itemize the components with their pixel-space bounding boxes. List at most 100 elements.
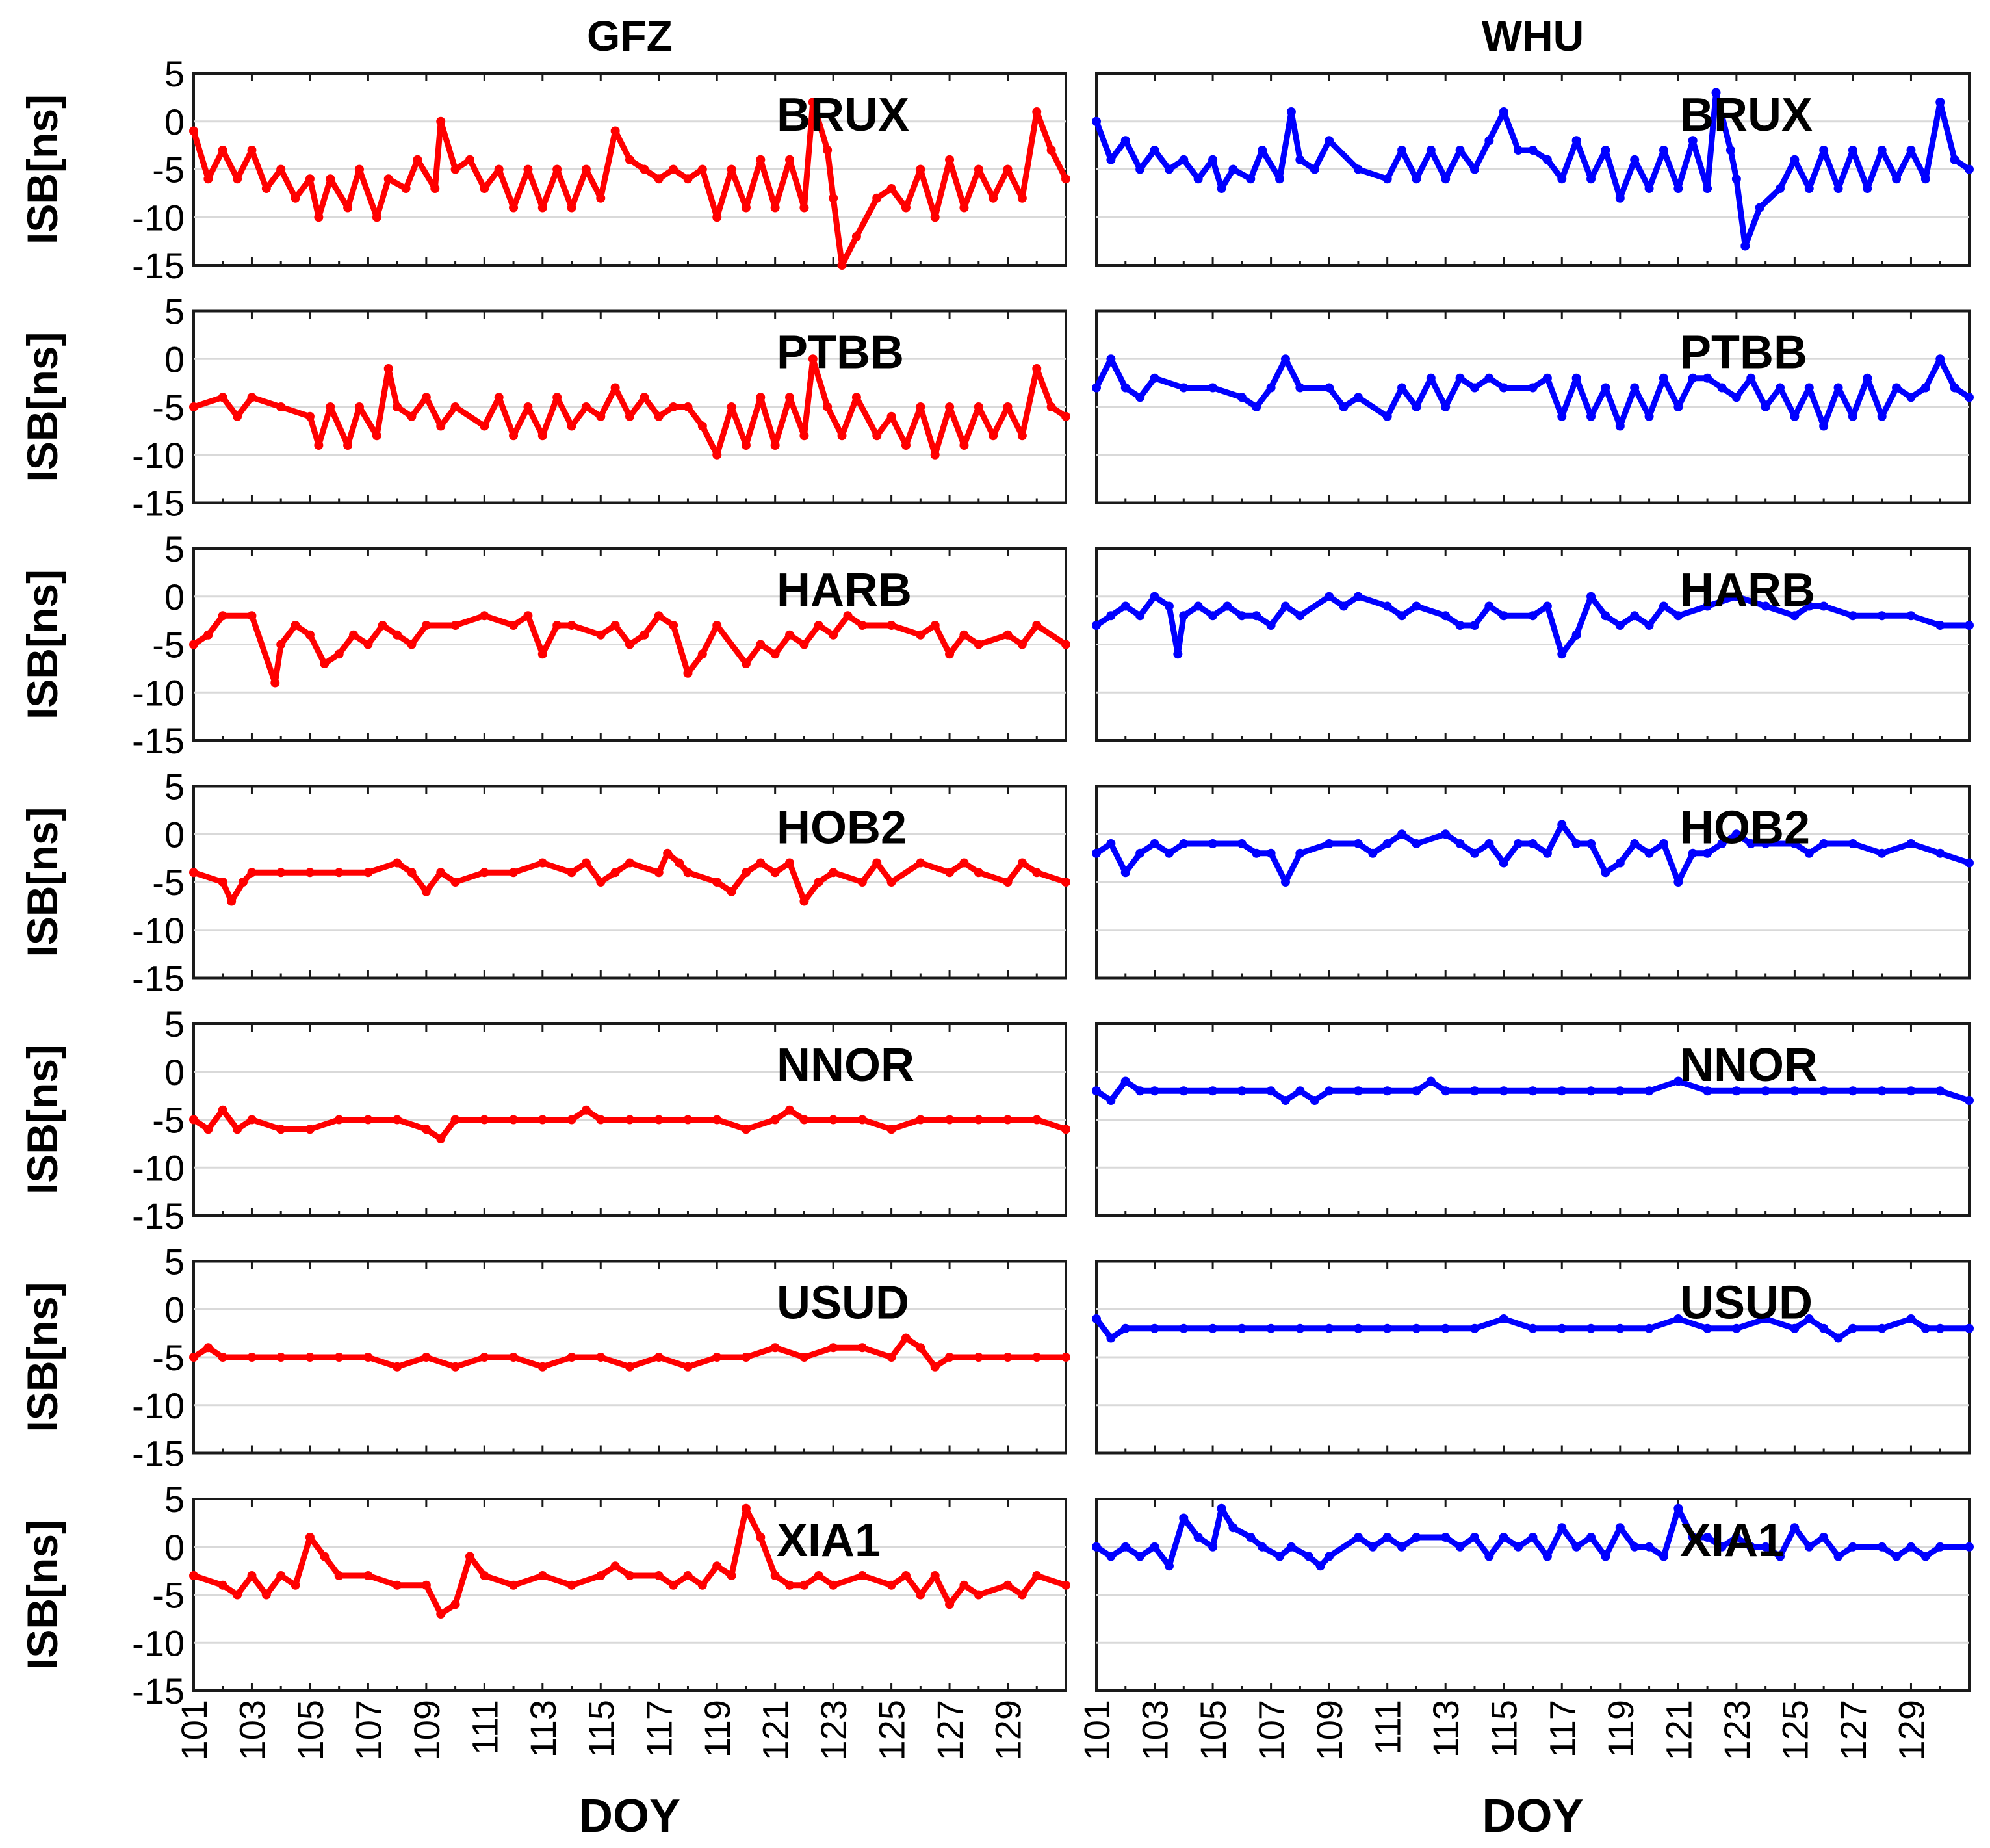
series-segment-gfz-brux <box>432 118 444 192</box>
data-point-whu-xia1 <box>1761 1542 1770 1552</box>
series-segment-gfz-ptbb <box>976 404 996 439</box>
series-segment-gfz-nnor <box>248 1117 284 1132</box>
data-point-gfz-nnor <box>916 1115 925 1125</box>
series-segment-whu-xia1 <box>1777 1524 1798 1559</box>
data-point-gfz-nnor <box>480 1115 489 1125</box>
data-point-whu-hob2 <box>1325 839 1334 848</box>
data-point-whu-hob2 <box>1499 858 1508 868</box>
data-point-whu-brux <box>1688 136 1698 146</box>
data-point-whu-ptbb <box>1673 402 1683 411</box>
data-point-gfz-hob2 <box>663 848 673 858</box>
data-point-whu-hob2 <box>1397 829 1407 839</box>
data-point-whu-brux <box>1382 174 1392 184</box>
data-point-whu-ptbb <box>1703 373 1712 383</box>
series-segment-whu-ptbb <box>1835 385 1856 420</box>
station-label-hob2: HOB2 <box>1680 802 1810 854</box>
series-segment-gfz-ptbb <box>810 356 831 410</box>
data-point-whu-ptbb <box>1586 411 1596 421</box>
data-point-whu-harb <box>1173 649 1183 659</box>
data-point-gfz-ptbb <box>683 402 693 411</box>
data-point-whu-ptbb <box>1950 383 1959 393</box>
data-point-gfz-ptbb <box>989 431 998 441</box>
data-point-gfz-xia1 <box>261 1590 271 1600</box>
data-point-whu-harb <box>1804 601 1814 611</box>
x-tick-label: 127 <box>1833 1700 1874 1760</box>
data-point-whu-harb <box>1965 621 1974 630</box>
data-point-whu-usud <box>1877 1323 1887 1333</box>
data-point-whu-xia1 <box>1906 1542 1916 1552</box>
data-point-whu-hob2 <box>1469 848 1479 858</box>
data-point-gfz-xia1 <box>567 1580 576 1590</box>
data-point-gfz-harb <box>785 630 795 640</box>
data-point-gfz-brux <box>494 164 504 174</box>
series-segment-whu-brux <box>1907 147 1929 182</box>
data-point-gfz-hob2 <box>785 858 795 868</box>
x-tick-label: 119 <box>697 1700 738 1758</box>
series-segment-gfz-brux <box>612 128 633 163</box>
data-point-whu-ptbb <box>1120 383 1130 393</box>
series-segment-whu-brux <box>1922 99 1943 182</box>
data-point-whu-xia1 <box>1353 1533 1363 1542</box>
data-point-gfz-nnor <box>247 1115 257 1125</box>
data-point-whu-hob2 <box>1630 839 1640 848</box>
series-segment-gfz-brux <box>903 166 924 211</box>
series-segment-gfz-brux <box>374 176 392 220</box>
data-point-whu-xia1 <box>1499 1533 1508 1542</box>
data-point-gfz-hob2 <box>218 878 227 887</box>
station-label-ptbb: PTBB <box>777 327 904 379</box>
data-point-whu-brux <box>1804 184 1814 193</box>
series-segment-whu-hob2 <box>1937 850 1972 866</box>
series-segment-whu-brux <box>1558 137 1580 182</box>
data-point-gfz-brux <box>808 98 818 107</box>
y-tick-label: 5 <box>164 766 185 807</box>
data-point-gfz-ptbb <box>421 393 431 402</box>
series-segment-gfz-ptbb <box>327 404 351 449</box>
data-point-gfz-ptbb <box>354 402 364 411</box>
series-segment-gfz-hob2 <box>786 860 807 904</box>
series-segment-gfz-harb <box>888 622 924 638</box>
data-point-gfz-harb <box>567 621 576 630</box>
data-point-whu-hob2 <box>1455 839 1465 848</box>
series-segment-whu-ptbb <box>1777 385 1798 420</box>
series-segment-whu-xia1 <box>1544 1524 1565 1559</box>
series-segment-gfz-brux <box>801 99 816 211</box>
y-tick-label: -10 <box>132 1385 185 1426</box>
data-point-gfz-harb <box>218 611 227 621</box>
data-point-gfz-xia1 <box>320 1552 330 1561</box>
data-point-whu-usud <box>1295 1323 1305 1333</box>
data-point-gfz-nnor <box>829 1115 838 1125</box>
data-point-whu-ptbb <box>1252 402 1261 411</box>
y-tick-label: 5 <box>164 1479 185 1520</box>
series-segment-gfz-brux <box>810 99 831 153</box>
data-point-gfz-ptbb <box>837 431 847 441</box>
y-tick-label: -15 <box>132 1671 185 1711</box>
series-segment-gfz-ptbb <box>757 394 779 449</box>
data-point-whu-hob2 <box>1412 839 1421 848</box>
data-point-gfz-harb <box>523 611 533 621</box>
data-point-gfz-hob2 <box>959 858 969 868</box>
data-point-gfz-brux <box>383 174 393 184</box>
data-point-whu-harb <box>1135 611 1145 621</box>
data-point-whu-ptbb <box>1455 373 1465 383</box>
series-segment-gfz-brux <box>356 166 380 220</box>
data-point-gfz-brux <box>436 116 446 126</box>
x-tick-label: 125 <box>872 1700 912 1760</box>
data-point-gfz-ptbb <box>799 431 809 441</box>
data-point-whu-usud <box>1819 1323 1829 1333</box>
series-segment-gfz-brux <box>1048 147 1069 182</box>
data-point-gfz-xia1 <box>930 1571 940 1580</box>
series-segment-gfz-brux <box>496 166 517 211</box>
series-segment-gfz-harb <box>307 632 328 667</box>
series-segment-whu-brux <box>1442 147 1464 182</box>
series-segment-gfz-usud <box>772 1344 807 1360</box>
data-point-gfz-harb <box>857 621 867 630</box>
data-point-whu-usud <box>1804 1314 1814 1323</box>
data-point-whu-hob2 <box>1819 839 1829 848</box>
data-point-gfz-nnor <box>1003 1115 1013 1125</box>
data-point-gfz-ptbb <box>1017 431 1027 441</box>
data-point-whu-harb <box>1266 621 1276 630</box>
data-point-gfz-hob2 <box>675 858 684 868</box>
data-point-gfz-xia1 <box>945 1600 955 1609</box>
data-point-whu-ptbb <box>1484 373 1494 383</box>
data-point-whu-ptbb <box>1397 383 1407 393</box>
